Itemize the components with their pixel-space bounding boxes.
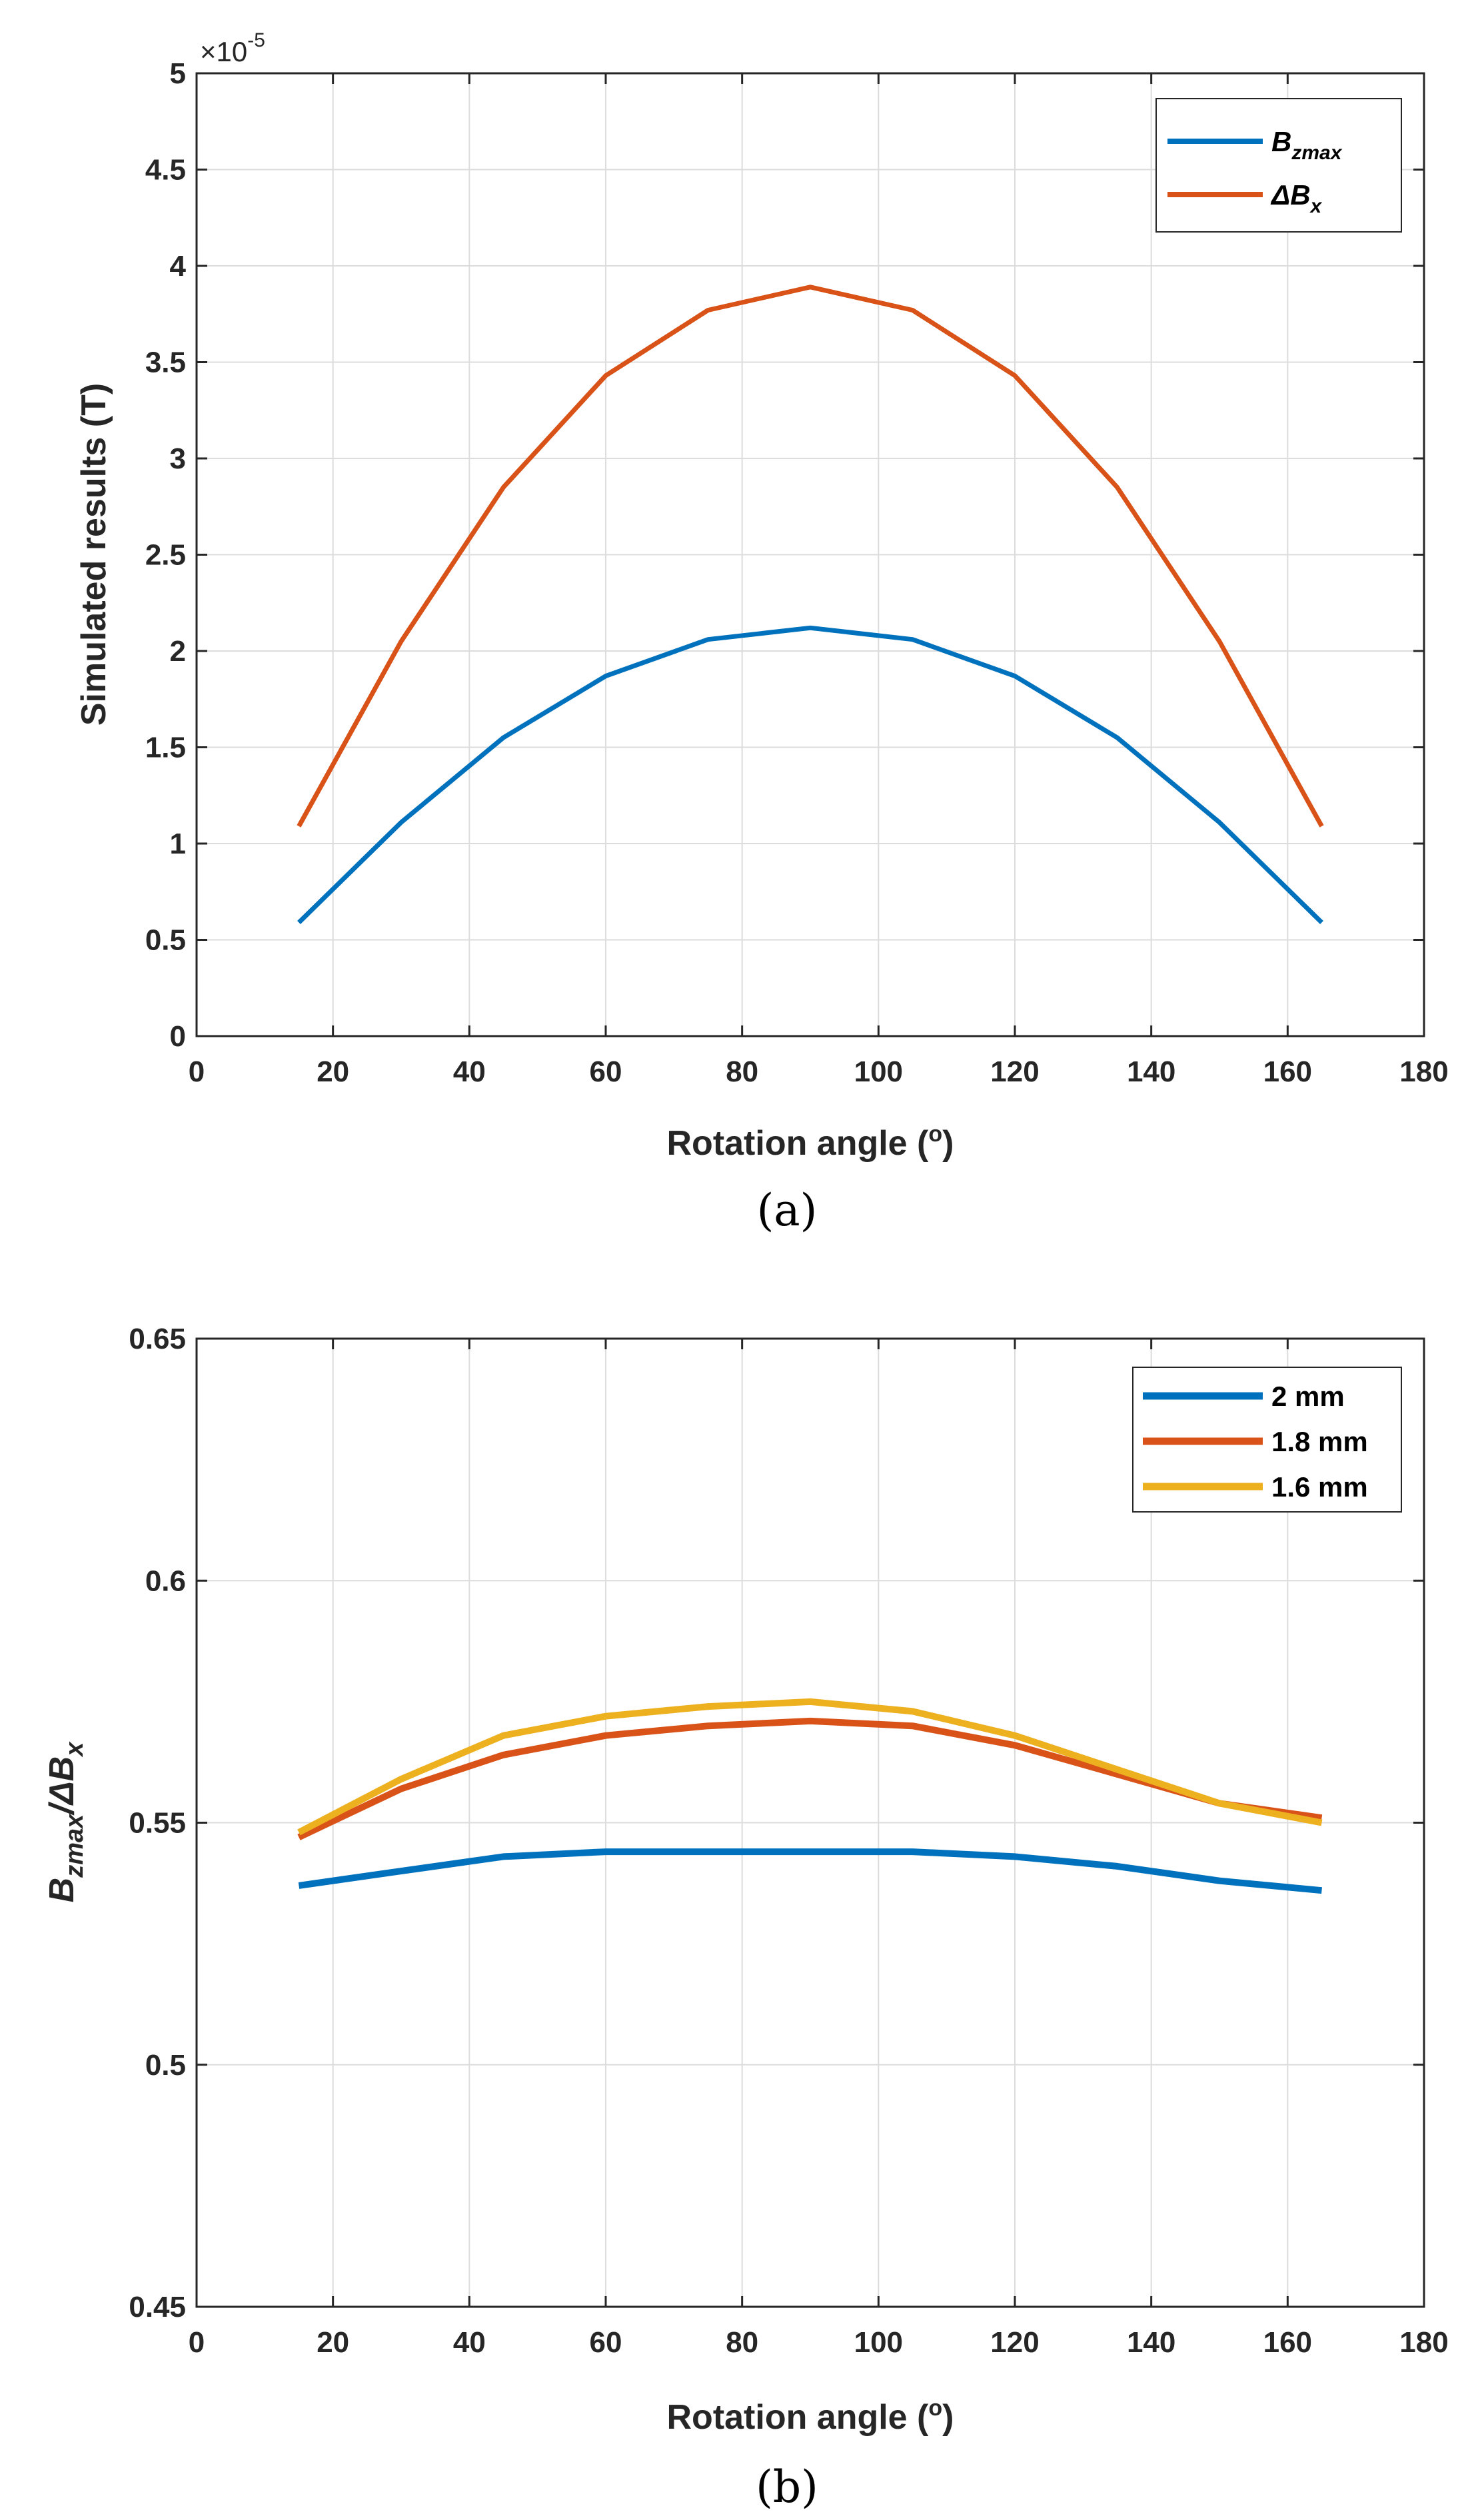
legend-label-delta-bx: ΔBx [1270, 179, 1323, 217]
panel-b-caption: (b) [756, 2461, 818, 2513]
y-tick-label: 1 [170, 828, 186, 860]
x-tick-label: 60 [590, 1055, 622, 1088]
legend-label-2mm: 2 mm [1271, 1381, 1345, 1412]
panel-b-y-axis-label: Bzmax/ΔBx [43, 1741, 89, 1903]
series-line-1-6-mm [297, 1698, 1323, 1836]
series-line-b-zmax [297, 625, 1323, 925]
legend-label-1-8mm: 1.8 mm [1271, 1426, 1368, 1457]
x-tick-label: 120 [990, 2326, 1039, 2359]
y-tick-label: 4 [170, 250, 187, 283]
x-tick-label: 180 [1399, 2326, 1448, 2359]
y-tick-label: 4.5 [145, 154, 186, 187]
panel-b-chart: 0 20 40 60 80 100 120 140 160 180 0.45 0.5 0.55 0.6 0.… [43, 1323, 1449, 2513]
panel-a-x-axis-label: Rotation angle (o) [667, 1121, 954, 1163]
x-tick-label: 100 [854, 2326, 903, 2359]
panel-a-caption: (a) [757, 1185, 818, 1236]
x-tick-label: 160 [1263, 2326, 1312, 2359]
panel-a-series [297, 285, 1324, 925]
x-tick-label: 140 [1127, 1055, 1175, 1088]
y-tick-label: 2.5 [145, 539, 186, 572]
legend-label-1-6mm: 1.6 mm [1271, 1471, 1368, 1503]
y-tick-label: 0.6 [145, 1565, 186, 1597]
series-line-1-8-mm [297, 1717, 1323, 1840]
y-tick-label: 5 [170, 57, 186, 90]
panel-a-legend: Bzmax ΔBx [1155, 98, 1402, 233]
x-tick-label: 40 [453, 2326, 486, 2359]
panel-a-legend-box [1155, 98, 1402, 233]
x-tick-label: 0 [189, 2326, 205, 2359]
legend-label-bzmax: Bzmax [1271, 126, 1343, 164]
y-tick-label: 3 [170, 442, 186, 475]
x-tick-label: 80 [726, 1055, 758, 1088]
y-tick-label: 0 [170, 1020, 186, 1053]
series-line--b-x [297, 285, 1324, 828]
y-tick-label: 1.5 [145, 732, 186, 764]
x-tick-label: 60 [590, 2326, 622, 2359]
x-tick-label: 0 [189, 1055, 205, 1088]
panel-b-series [297, 1698, 1323, 1894]
panel-b-legend: 2 mm 1.8 mm 1.6 mm [1132, 1367, 1402, 1513]
panel-b-x-axis-label: Rotation angle (o) [667, 2395, 954, 2437]
panel-a-ticks: 0 20 40 60 80 100 120 140 160 180 0 0.5 1 1.5 2 2.5 3 3.5… [145, 57, 1449, 1088]
y-tick-label: 0.5 [145, 924, 186, 957]
panel-a-y-axis-label: Simulated results (T) [75, 383, 113, 726]
x-tick-label: 80 [726, 2326, 758, 2359]
y-tick-label: 0.55 [129, 1807, 186, 1840]
y-tick-label: 3.5 [145, 346, 186, 379]
x-tick-label: 100 [854, 1055, 903, 1088]
y-tick-label: 0.45 [129, 2291, 186, 2323]
y-tick-label: 0.65 [129, 1323, 186, 1355]
x-tick-label: 180 [1399, 1055, 1448, 1088]
x-tick-label: 20 [317, 1055, 349, 1088]
panel-a-grid [197, 73, 1424, 1036]
x-tick-label: 40 [453, 1055, 486, 1088]
panel-b-ticks: 0 20 40 60 80 100 120 140 160 180 0.45 0.5 0.55 0.6 0.… [129, 1323, 1448, 2359]
x-tick-label: 140 [1127, 2326, 1175, 2359]
y-tick-label: 2 [170, 635, 186, 668]
panel-a-y-multiplier: ×10-5 [200, 29, 265, 67]
x-tick-label: 160 [1263, 1055, 1312, 1088]
x-tick-label: 20 [317, 2326, 349, 2359]
panel-a-chart: 0 20 40 60 80 100 120 140 160 180 0 0.5 1 1.5 2 2.5 3 3.5… [75, 29, 1449, 1236]
y-tick-label: 0.5 [145, 2049, 186, 2082]
series-line-2-mm [298, 1848, 1322, 1894]
x-tick-label: 120 [990, 1055, 1039, 1088]
